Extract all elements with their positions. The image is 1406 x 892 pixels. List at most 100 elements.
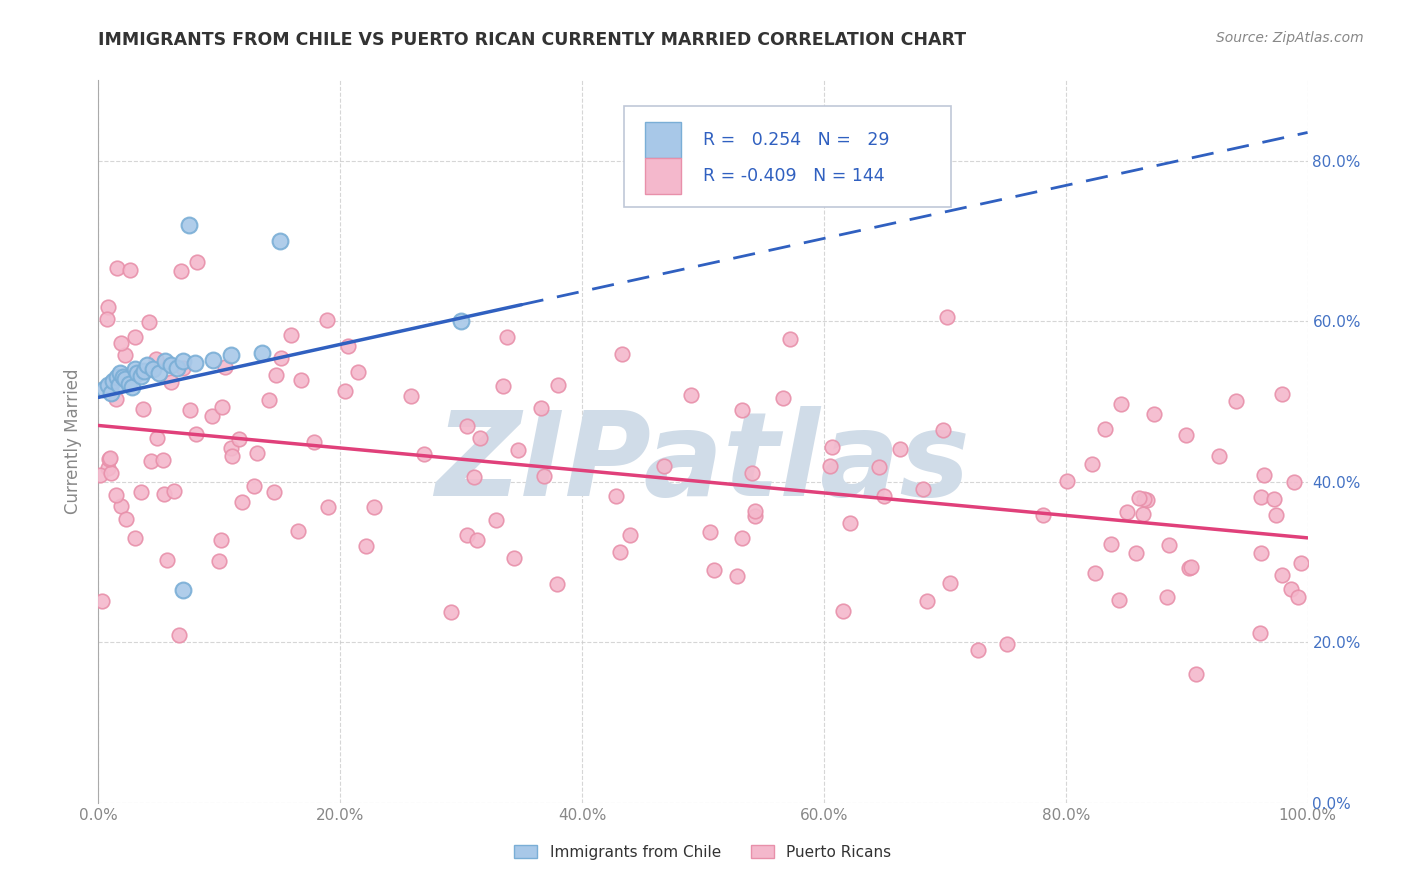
- Point: [450, 314, 472, 328]
- Point: [184, 356, 207, 370]
- Point: [1157, 537, 1180, 551]
- Point: [105, 488, 128, 502]
- Point: [456, 528, 478, 542]
- Point: [231, 495, 253, 509]
- Point: [1288, 590, 1310, 604]
- Point: [121, 380, 143, 394]
- Point: [703, 563, 725, 577]
- Point: [485, 513, 508, 527]
- Point: [1099, 536, 1122, 550]
- Point: [156, 553, 179, 567]
- Point: [228, 433, 250, 447]
- Point: [166, 360, 188, 375]
- Point: [995, 637, 1018, 651]
- Point: [142, 362, 165, 376]
- Point: [114, 348, 136, 362]
- Point: [201, 409, 224, 423]
- Point: [246, 446, 269, 460]
- Point: [1208, 450, 1230, 464]
- Point: [1271, 568, 1294, 582]
- Point: [89, 467, 111, 482]
- Point: [131, 402, 153, 417]
- Point: [818, 459, 841, 474]
- Point: [772, 392, 794, 406]
- Point: [115, 511, 138, 525]
- Point: [744, 508, 766, 523]
- Point: [170, 264, 193, 278]
- Point: [699, 525, 721, 540]
- Point: [97, 300, 120, 314]
- Point: [172, 360, 194, 375]
- Point: [503, 550, 526, 565]
- Text: R = -0.409   N = 144: R = -0.409 N = 144: [703, 168, 884, 186]
- Point: [1282, 475, 1305, 489]
- Point: [118, 376, 141, 391]
- Point: [269, 234, 291, 248]
- Point: [831, 604, 853, 618]
- Text: R =   0.254   N =   29: R = 0.254 N = 29: [703, 130, 890, 149]
- Point: [179, 402, 201, 417]
- Point: [547, 378, 569, 392]
- Point: [111, 370, 134, 384]
- Legend: Immigrants from Chile, Puerto Ricans: Immigrants from Chile, Puerto Ricans: [506, 837, 900, 867]
- Point: [202, 352, 225, 367]
- Point: [932, 423, 955, 437]
- Point: [153, 487, 176, 501]
- Point: [264, 368, 287, 382]
- Point: [1084, 566, 1107, 580]
- Point: [1185, 666, 1208, 681]
- Point: [463, 470, 485, 484]
- Point: [172, 583, 194, 598]
- Point: [186, 254, 208, 268]
- Point: [546, 577, 568, 591]
- Point: [336, 339, 359, 353]
- Point: [302, 435, 325, 450]
- Point: [1143, 407, 1166, 421]
- Point: [124, 330, 146, 344]
- Point: [935, 310, 957, 324]
- Point: [619, 528, 641, 542]
- Point: [100, 386, 122, 401]
- Point: [889, 442, 911, 456]
- Point: [496, 330, 519, 344]
- Point: [250, 346, 273, 360]
- Point: [1115, 505, 1137, 519]
- Point: [214, 359, 236, 374]
- Point: [290, 373, 312, 387]
- Point: [139, 454, 162, 468]
- Point: [731, 531, 754, 545]
- Point: [127, 366, 149, 380]
- Point: [1081, 457, 1104, 471]
- Point: [124, 531, 146, 545]
- Point: [1175, 428, 1198, 442]
- Point: [129, 368, 152, 383]
- Point: [1253, 468, 1275, 483]
- Point: [280, 328, 302, 343]
- Point: [124, 362, 146, 376]
- Point: [263, 485, 285, 500]
- Point: [465, 533, 488, 547]
- Point: [681, 388, 703, 402]
- Point: [966, 643, 988, 657]
- Point: [316, 500, 339, 514]
- Point: [145, 351, 167, 366]
- Point: [654, 459, 676, 474]
- Point: [610, 347, 633, 361]
- Point: [1125, 546, 1147, 560]
- Text: Source: ZipAtlas.com: Source: ZipAtlas.com: [1216, 31, 1364, 45]
- Point: [108, 378, 131, 392]
- Point: [134, 364, 156, 378]
- Point: [169, 628, 191, 642]
- Point: [1094, 422, 1116, 436]
- Point: [1263, 491, 1285, 506]
- Point: [110, 335, 132, 350]
- Point: [124, 368, 146, 383]
- Point: [316, 313, 339, 327]
- Point: [287, 524, 309, 538]
- FancyBboxPatch shape: [624, 105, 950, 207]
- Point: [1289, 556, 1312, 570]
- Point: [492, 379, 515, 393]
- Point: [148, 366, 170, 380]
- FancyBboxPatch shape: [645, 158, 682, 194]
- Point: [221, 450, 243, 464]
